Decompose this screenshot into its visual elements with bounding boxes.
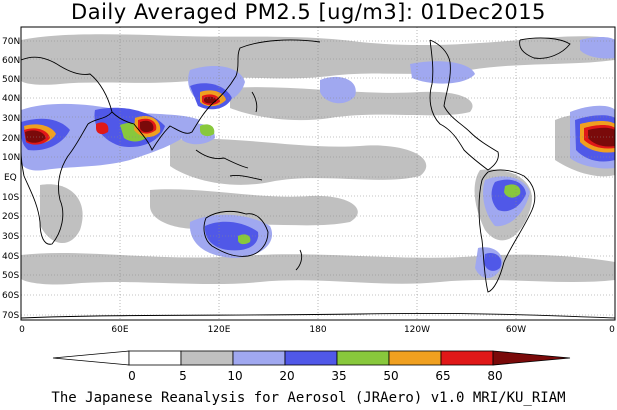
colorbar-label: 5 — [179, 369, 187, 383]
graticule — [21, 27, 615, 320]
map-frame — [20, 26, 616, 321]
lon-label: 60E — [111, 325, 128, 335]
footer-credit: The Japanese Reanalysis for Aerosol (JRA… — [51, 390, 566, 406]
lon-label: 180 — [309, 325, 326, 335]
lon-label: 60W — [506, 325, 526, 335]
lon-label: 120W — [404, 325, 430, 335]
lat-label: 40S — [2, 252, 19, 262]
map-title: Daily Averaged PM2.5 [ug/m3]: 01Dec2015 — [71, 0, 546, 24]
lat-label: 50S — [2, 271, 19, 281]
colorbar-label: 20 — [279, 369, 294, 383]
level-80-plus — [25, 96, 615, 147]
colorbar — [52, 350, 571, 366]
colorbar-segment — [336, 350, 390, 366]
colorbar-segment — [128, 350, 182, 366]
lat-label: 10N — [2, 153, 20, 163]
colorbar-segment — [440, 350, 494, 366]
pm25-field — [21, 27, 615, 320]
lat-label: 60N — [2, 56, 20, 66]
lat-label: 60S — [2, 291, 19, 301]
colorbar-segment — [388, 350, 442, 366]
lat-label: 30S — [2, 232, 19, 242]
colorbar-label: 50 — [383, 369, 398, 383]
lat-label: 50N — [2, 75, 20, 85]
colorbar-label: 35 — [331, 369, 346, 383]
colorbar-segment — [232, 350, 286, 366]
lat-label: 70S — [2, 311, 19, 321]
colorbar-left-arrow — [52, 350, 130, 366]
lon-labels: 0 60E 120E 180 120W 60W 0 — [19, 325, 615, 335]
coastlines — [21, 37, 615, 319]
lat-label: EQ — [4, 173, 17, 183]
colorbar-labels: 0 5 10 20 35 50 65 80 — [128, 369, 502, 383]
colorbar-segment — [284, 350, 338, 366]
colorbar-label: 65 — [435, 369, 450, 383]
lat-label: 40N — [2, 94, 20, 104]
lon-label: 0 — [609, 325, 615, 335]
lat-label: 20S — [2, 212, 19, 222]
lon-label: 120E — [208, 325, 231, 335]
lon-label: 0 — [19, 325, 25, 335]
colorbar-segment — [180, 350, 234, 366]
lat-label: 70N — [2, 37, 20, 47]
lat-label: 30N — [2, 114, 20, 124]
lat-label: 20N — [2, 134, 20, 144]
colorbar-label: 0 — [128, 369, 136, 383]
lat-labels: 70N 60N 50N 40N 30N 20N 10N EQ 10S 20S 3… — [2, 37, 20, 321]
colorbar-right-arrow — [492, 350, 571, 366]
colorbar-label: 80 — [487, 369, 502, 383]
colorbar-label: 10 — [227, 369, 242, 383]
lat-label: 10S — [2, 193, 19, 203]
